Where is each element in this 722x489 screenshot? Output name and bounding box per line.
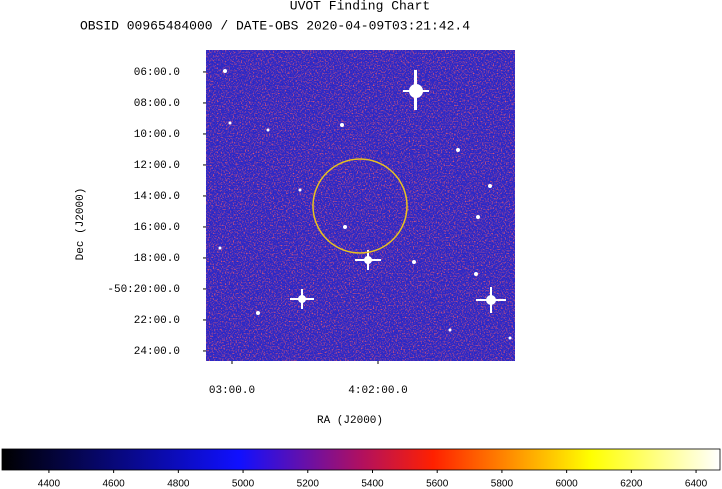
x-tick-label: 03:00.0 xyxy=(209,385,255,397)
chart-subtitle: OBSID 00965484000 / DATE-OBS 2020-04-09T… xyxy=(80,18,470,33)
y-tick-label: 08:00.0 xyxy=(134,98,180,110)
y-tick-label: 16:00.0 xyxy=(134,222,180,234)
y-tick-label: 22:00.0 xyxy=(134,315,180,327)
colorbar-tick-label: 5000 xyxy=(232,479,255,489)
y-tick-label: -50:20:00.0 xyxy=(107,284,180,296)
target-circle xyxy=(312,158,408,254)
y-tick-label: 18:00.0 xyxy=(134,253,180,265)
y-tick-label: 10:00.0 xyxy=(134,129,180,141)
colorbar-tick-label: 5400 xyxy=(361,479,384,489)
colorbar-tick-label: 4600 xyxy=(103,479,126,489)
colorbar-tick-label: 5800 xyxy=(491,479,514,489)
y-tick-label: 06:00.0 xyxy=(134,67,180,79)
colorbar-tick-label: 5600 xyxy=(426,479,449,489)
y-tick-label: 12:00.0 xyxy=(134,160,180,172)
image-noise xyxy=(206,50,515,361)
colorbar-tick-label: 6200 xyxy=(620,479,643,489)
sky-image xyxy=(206,50,515,361)
x-axis-label: RA (J2000) xyxy=(317,415,383,427)
y-axis-label: Dec (J2000) xyxy=(75,188,87,261)
y-tick-label: 24:00.0 xyxy=(134,346,180,358)
x-tick-label: 4:02:00.0 xyxy=(348,385,407,397)
colorbar-tick-label: 6400 xyxy=(685,479,708,489)
colorbar-tick-label: 4800 xyxy=(167,479,190,489)
colorbar-tick-label: 4400 xyxy=(38,479,61,489)
colorbar-tick-label: 5200 xyxy=(297,479,320,489)
colorbar xyxy=(1,448,721,471)
colorbar-tick-label: 6000 xyxy=(556,479,579,489)
stars xyxy=(218,69,512,340)
y-tick-label: 14:00.0 xyxy=(134,191,180,203)
chart-title: UVOT Finding Chart xyxy=(290,0,430,13)
